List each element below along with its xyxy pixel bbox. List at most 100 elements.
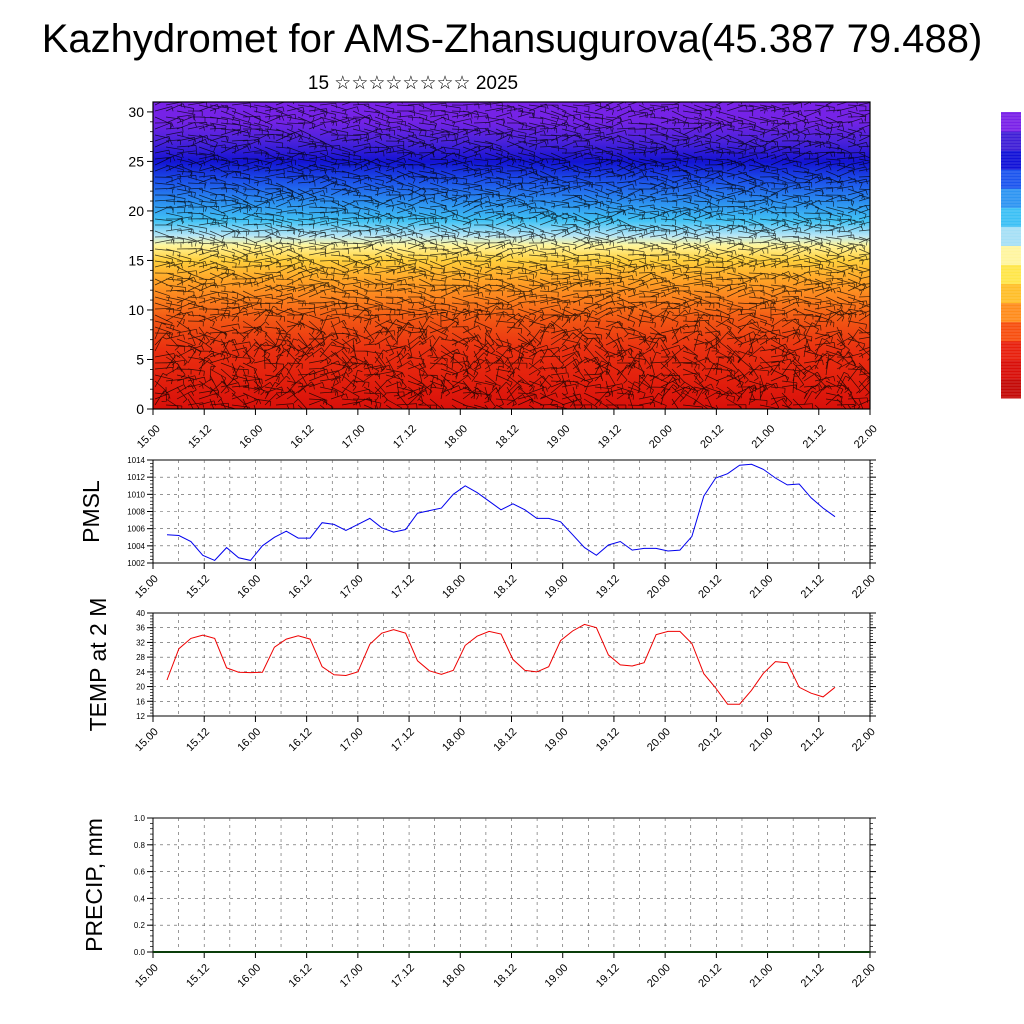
precip-y-tick-label: 0.6 <box>134 868 146 877</box>
x-tick-label: 21.00 <box>749 423 777 451</box>
precip-x-tick-label: 21.00 <box>747 962 775 990</box>
precip-x-tick-label: 20.00 <box>645 962 673 990</box>
temp-x-tick-label: 20.12 <box>696 726 724 754</box>
x-tick-label: 18.00 <box>442 423 470 451</box>
y-tick-label: 15 <box>128 252 144 268</box>
temp-x-tick-label: 17.12 <box>389 726 417 754</box>
colorbar-swatch <box>1001 245 1021 266</box>
temp-x-tick-label: 19.00 <box>543 726 571 754</box>
precip-y-tick-label: 1.0 <box>134 814 146 823</box>
colorbar-swatch <box>1001 226 1021 246</box>
pmsl-x-tick-label: 21.00 <box>747 573 775 601</box>
precip-x-tick-label: 20.12 <box>696 962 724 990</box>
pmsl-x-tick-label: 18.00 <box>440 573 468 601</box>
pmsl-x-tick-label: 21.12 <box>799 573 827 601</box>
pmsl-y-tick-label: 1012 <box>127 473 145 482</box>
pmsl-y-tick-label: 1002 <box>127 559 145 568</box>
precip-x-tick-label: 18.12 <box>491 962 519 990</box>
x-tick-label: 15.12 <box>186 423 214 451</box>
pmsl-x-tick-label: 16.00 <box>235 573 263 601</box>
temp-y-tick-label: 16 <box>136 697 145 706</box>
temp-y-tick-label: 24 <box>136 668 145 677</box>
y-tick-label: 25 <box>128 153 144 169</box>
pmsl-y-tick-label: 1004 <box>127 542 145 551</box>
colorbar-swatch <box>1001 359 1021 380</box>
precip-x-tick-label: 17.12 <box>389 962 417 990</box>
pmsl-x-tick-label: 22.00 <box>850 573 878 601</box>
x-tick-label: 17.12 <box>391 423 419 451</box>
pmsl-x-tick-label: 20.00 <box>645 573 673 601</box>
pmsl-x-tick-label: 16.12 <box>287 573 315 601</box>
temp-x-tick-label: 16.00 <box>235 726 263 754</box>
pmsl-x-tick-label: 20.12 <box>696 573 724 601</box>
precip-y-tick-label: 0.0 <box>134 948 146 957</box>
x-tick-label: 22.00 <box>852 423 880 451</box>
precip-x-tick-label: 16.12 <box>287 962 315 990</box>
x-tick-label: 19.00 <box>545 423 573 451</box>
temp-y-tick-label: 20 <box>136 683 145 692</box>
temp-x-tick-label: 17.00 <box>338 726 366 754</box>
temp-y-tick-label: 12 <box>136 712 145 721</box>
pmsl-x-tick-label: 19.12 <box>594 573 622 601</box>
pmsl-y-tick-label: 1014 <box>127 456 145 465</box>
pmsl-y-axis-label: PMSL <box>78 480 104 543</box>
y-tick-label: 10 <box>128 302 144 318</box>
temp-x-tick-label: 21.12 <box>799 726 827 754</box>
temp-y-tick-label: 32 <box>136 638 145 647</box>
pmsl-y-tick-label: 1010 <box>127 490 145 499</box>
precip-x-tick-label: 19.12 <box>594 962 622 990</box>
precip-x-tick-label: 17.00 <box>338 962 366 990</box>
colorbar-swatch <box>1001 321 1021 342</box>
colorbar-swatch <box>1001 302 1021 323</box>
precip-y-tick-label: 0.2 <box>134 921 146 930</box>
y-tick-label: 30 <box>128 104 144 120</box>
precip-x-tick-label: 15.12 <box>184 962 212 990</box>
pmsl-x-tick-label: 18.12 <box>491 573 519 601</box>
colorbar-swatch <box>1001 131 1021 151</box>
colorbar-swatch <box>1001 283 1021 304</box>
colorbar-swatch <box>1001 378 1021 399</box>
pmsl-x-tick-label: 17.00 <box>338 573 366 601</box>
precip-x-tick-label: 19.00 <box>543 962 571 990</box>
precip-y-tick-label: 0.8 <box>134 841 146 850</box>
pmsl-y-tick-label: 1008 <box>127 508 145 517</box>
colorbar-swatch <box>1001 340 1021 361</box>
colorbar-swatch <box>1001 112 1021 132</box>
precip-x-tick-label: 18.00 <box>440 962 468 990</box>
temp-x-tick-label: 16.12 <box>287 726 315 754</box>
temp-x-tick-label: 19.12 <box>594 726 622 754</box>
x-tick-label: 20.00 <box>647 423 675 451</box>
temp-x-tick-label: 15.12 <box>184 726 212 754</box>
temp-y-axis-label: TEMP at 2 M <box>85 598 111 732</box>
precip-x-tick-label: 21.12 <box>799 962 827 990</box>
x-tick-label: 15.00 <box>135 423 163 451</box>
pmsl-x-tick-label: 17.12 <box>389 573 417 601</box>
colorbar-swatch <box>1001 264 1021 285</box>
pmsl-x-tick-label: 15.00 <box>133 573 161 601</box>
y-tick-label: 20 <box>128 203 144 219</box>
temp-y-tick-label: 36 <box>136 624 145 633</box>
pmsl-x-tick-label: 19.00 <box>543 573 571 601</box>
page-title: Kazhydromet for AMS-Zhansugurova(45.387 … <box>41 17 983 61</box>
temp-x-tick-label: 18.12 <box>491 726 519 754</box>
precip-grid <box>153 818 870 952</box>
page-subtitle: 15 ☆☆☆☆☆☆☆☆ 2025 <box>307 73 519 94</box>
temp-y-tick-label: 40 <box>136 609 145 618</box>
x-tick-label: 18.12 <box>493 423 521 451</box>
y-tick-label: 0 <box>136 401 144 417</box>
x-tick-label: 21.12 <box>801 423 829 451</box>
temp-series-line <box>166 623 836 705</box>
precip-y-tick-label: 0.4 <box>134 894 146 903</box>
wind-barbs <box>154 102 870 409</box>
x-tick-label: 17.00 <box>340 423 368 451</box>
temp-x-tick-label: 20.00 <box>645 726 673 754</box>
x-tick-label: 20.12 <box>698 423 726 451</box>
colorbar <box>1001 111 1021 399</box>
pmsl-y-tick-label: 1006 <box>127 525 145 534</box>
temp-y-tick-label: 28 <box>136 653 145 662</box>
temp-x-tick-label: 21.00 <box>747 726 775 754</box>
precip-y-axis-label: PRECIP, mm <box>81 818 107 952</box>
pmsl-grid <box>153 460 870 563</box>
precip-x-tick-label: 22.00 <box>850 962 878 990</box>
